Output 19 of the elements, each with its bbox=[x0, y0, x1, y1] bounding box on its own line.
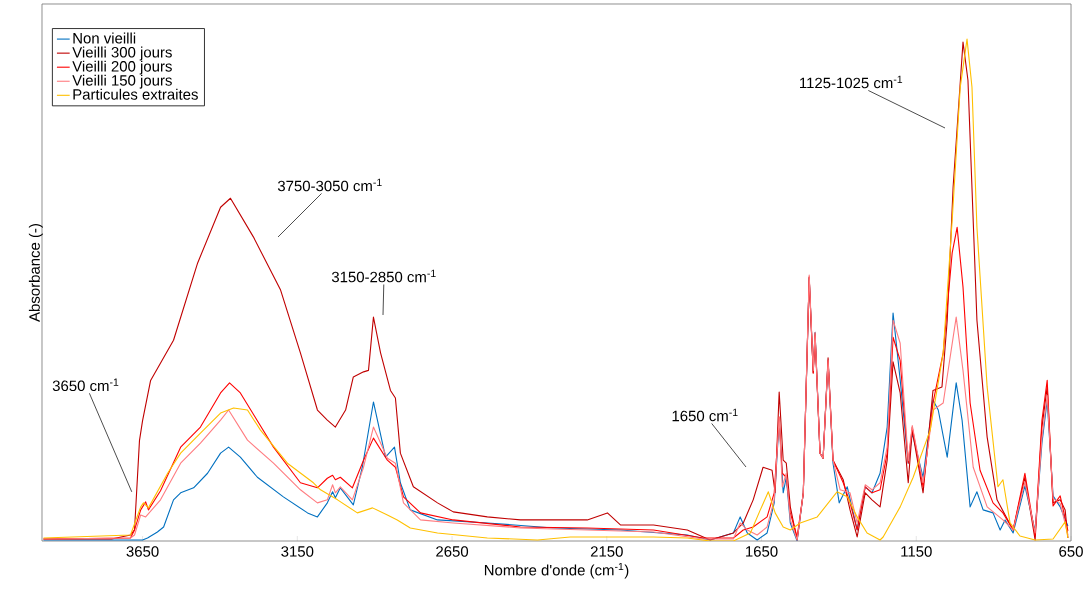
annotation: 3150-2850 cm$^{-1}$ bbox=[331, 269, 436, 283]
annotation: 1650 cm$^{-1}$ bbox=[672, 408, 738, 422]
legend-label: Vieilli 200 jours bbox=[72, 60, 172, 75]
legend-label: Non vieilli bbox=[73, 32, 136, 44]
x-tick-label: 3650 bbox=[126, 546, 159, 557]
legend-label: Particules extraites bbox=[73, 88, 198, 100]
legend-label: Vieilli 150 jours bbox=[72, 74, 172, 89]
annotation: 3750-3050 cm$^{-1}$ bbox=[277, 178, 382, 192]
x-tick-label: 650 bbox=[1059, 546, 1083, 557]
x-axis-title: Nombre d'onde (cm$^{-1}$) bbox=[484, 562, 629, 579]
annotation: 3650 cm$^{-1}$ bbox=[52, 378, 119, 392]
x-tick-label: 3150 bbox=[281, 546, 314, 557]
annotation: 1125-1025 cm$^{-1}$ bbox=[800, 75, 903, 89]
x-tick-label: 1150 bbox=[901, 546, 932, 557]
x-tick-label: 2650 bbox=[436, 546, 469, 557]
legend-label: Vieilli 300 jours bbox=[72, 46, 172, 61]
x-tick-label: 2150 bbox=[590, 546, 623, 557]
y-axis-title: Absorbance (-) bbox=[28, 224, 43, 322]
x-tick-label: 1650 bbox=[746, 546, 778, 557]
